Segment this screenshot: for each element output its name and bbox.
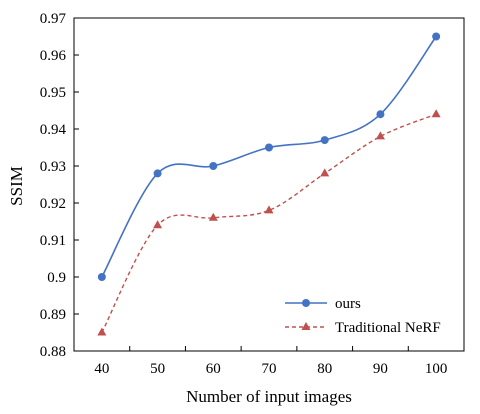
data-point-ours [432, 32, 441, 41]
data-point-traditional-nerf [320, 168, 330, 177]
series-line-traditional-nerf [101, 113, 437, 333]
y-tick-label: 0.92 [40, 196, 66, 212]
y-tick-label: 0.97 [40, 11, 67, 27]
data-point-traditional-nerf [375, 131, 385, 140]
y-tick-label: 0.89 [40, 307, 66, 323]
data-point-traditional-nerf [264, 205, 274, 214]
data-point-ours [153, 169, 162, 178]
y-tick-label: 0.91 [40, 233, 66, 249]
plot-frame [73, 17, 465, 352]
y-axis: 0.88 0.89 0.9 0.91 0.92 0.93 0.94 0.95 0.96 0.97 [40, 11, 79, 360]
y-tick-label: 0.9 [47, 270, 66, 286]
data-point-traditional-nerf [208, 212, 218, 221]
y-tick-label: 0.95 [40, 85, 66, 101]
legend-label-traditional-nerf: Traditional NeRF [335, 320, 441, 336]
data-point-ours [265, 143, 273, 152]
legend-label-ours: ours [335, 296, 361, 312]
x-tick-label: 60 [206, 361, 221, 377]
x-axis-label: Number of input images [186, 387, 352, 406]
y-tick-label: 0.96 [40, 48, 67, 64]
legend: ours Traditional NeRF [285, 296, 441, 336]
x-tick-label: 40 [94, 361, 109, 377]
x-tick-label: 90 [373, 361, 388, 377]
y-tick-label: 0.93 [40, 159, 66, 175]
x-tick-label: 80 [317, 361, 332, 377]
x-axis: 40 50 60 70 80 90 100 [73, 346, 465, 377]
data-point-traditional-nerf [153, 220, 163, 229]
legend-marker-traditional-nerf [301, 322, 311, 330]
data-point-traditional-nerf [431, 109, 441, 118]
y-tick-label: 0.94 [40, 122, 67, 138]
data-point-traditional-nerf [97, 327, 107, 336]
data-point-ours [97, 273, 106, 281]
series-layer [97, 32, 441, 336]
data-point-ours [376, 110, 385, 119]
legend-marker-ours [302, 299, 310, 307]
x-tick-label: 100 [425, 361, 448, 377]
x-tick-label: 70 [262, 361, 277, 377]
x-tick-label: 50 [150, 361, 165, 377]
y-tick-label: 0.88 [40, 344, 66, 360]
data-point-ours [209, 162, 218, 170]
series-line-ours [101, 36, 437, 278]
data-point-ours [320, 136, 329, 145]
y-axis-label: SSIM [7, 166, 26, 206]
